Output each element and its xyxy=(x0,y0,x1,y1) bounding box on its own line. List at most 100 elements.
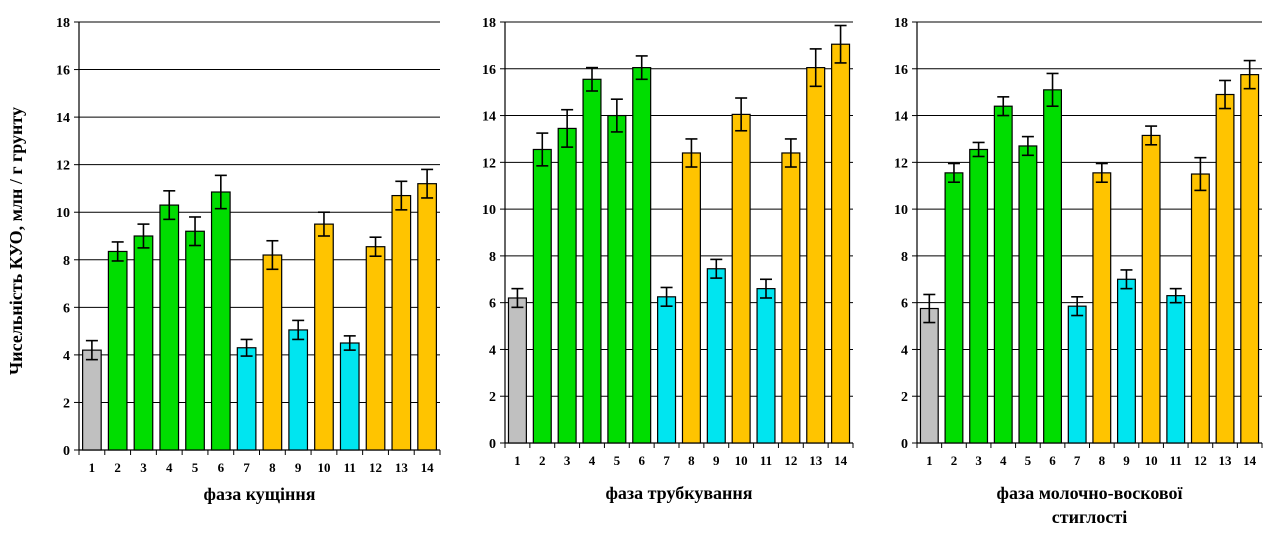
y-tick-label: 4 xyxy=(901,343,908,358)
y-axis-label: Чисельність КУО, млн / г грунту xyxy=(6,107,26,375)
bar xyxy=(532,148,552,444)
x-tick-label: 3 xyxy=(975,453,982,468)
y-tick-label: 10 xyxy=(894,203,908,218)
y-tick-label: 12 xyxy=(482,156,496,171)
x-tick-label: 2 xyxy=(539,453,546,468)
bar xyxy=(262,254,283,451)
x-tick-label: 2 xyxy=(951,453,958,468)
y-tick-label: 18 xyxy=(894,16,908,31)
x-tick-label: 6 xyxy=(218,460,225,475)
y-tick-label: 4 xyxy=(489,343,496,358)
bar xyxy=(731,113,751,444)
y-tick-label: 14 xyxy=(482,110,496,125)
bar xyxy=(185,230,205,451)
x-tick-label: 1 xyxy=(89,460,96,475)
x-tick-label: 14 xyxy=(1243,453,1257,468)
y-tick-label: 16 xyxy=(482,63,496,78)
bar xyxy=(417,183,437,451)
x-tick-label: 13 xyxy=(1219,453,1233,468)
x-tick-label: 6 xyxy=(638,453,645,468)
bar xyxy=(969,148,989,444)
bar xyxy=(1166,295,1186,444)
x-tick-label: 7 xyxy=(663,453,670,468)
y-tick-label: 4 xyxy=(63,349,70,364)
bar xyxy=(657,296,677,444)
y-tick-label: 6 xyxy=(489,297,496,312)
bar xyxy=(1190,173,1210,444)
x-axis-label-line: стиглості xyxy=(1052,507,1127,527)
bar xyxy=(288,329,309,451)
bar xyxy=(391,194,412,451)
x-tick-label: 9 xyxy=(1123,453,1130,468)
bar xyxy=(236,347,257,451)
bar xyxy=(806,67,826,444)
bar xyxy=(133,235,154,451)
y-tick-label: 2 xyxy=(63,396,70,411)
bar xyxy=(365,246,386,451)
y-tick-label: 14 xyxy=(894,110,908,125)
bar xyxy=(159,204,180,451)
x-tick-label: 12 xyxy=(784,453,797,468)
x-tick-label: 3 xyxy=(140,460,147,475)
bar xyxy=(607,114,627,444)
bar xyxy=(82,349,102,451)
y-tick-label: 14 xyxy=(56,111,70,126)
x-tick-label: 1 xyxy=(926,453,933,468)
x-tick-label: 11 xyxy=(344,460,356,475)
x-axis-label: фаза кущіння xyxy=(204,484,316,504)
bar xyxy=(781,152,801,444)
y-tick-label: 8 xyxy=(63,254,70,269)
bar xyxy=(919,307,939,444)
x-tick-label: 1 xyxy=(514,453,521,468)
y-tick-label: 6 xyxy=(901,297,908,312)
bar xyxy=(681,152,701,444)
x-tick-label: 9 xyxy=(713,453,720,468)
bar xyxy=(1215,93,1235,444)
bar xyxy=(1240,74,1260,444)
x-tick-label: 2 xyxy=(114,460,121,475)
x-tick-label: 9 xyxy=(295,460,302,475)
y-tick-label: 8 xyxy=(489,250,496,265)
x-tick-label: 11 xyxy=(1170,453,1182,468)
x-tick-label: 11 xyxy=(760,453,772,468)
x-tick-label: 5 xyxy=(1025,453,1032,468)
x-tick-label: 4 xyxy=(1000,453,1007,468)
x-tick-label: 13 xyxy=(809,453,823,468)
x-tick-label: 12 xyxy=(369,460,382,475)
bar xyxy=(1067,305,1087,444)
y-tick-label: 16 xyxy=(894,63,908,78)
y-tick-label: 12 xyxy=(56,159,70,174)
bar xyxy=(944,172,964,444)
bar xyxy=(314,223,334,451)
x-tick-label: 7 xyxy=(243,460,250,475)
bar xyxy=(339,342,360,451)
x-tick-label: 6 xyxy=(1049,453,1056,468)
bar xyxy=(756,288,776,444)
bar xyxy=(1141,134,1161,444)
y-tick-label: 0 xyxy=(63,444,70,459)
y-tick-label: 18 xyxy=(56,16,70,31)
bar xyxy=(1043,89,1063,444)
bar xyxy=(1018,145,1038,444)
x-tick-label: 4 xyxy=(589,453,596,468)
x-tick-label: 10 xyxy=(735,453,748,468)
x-tick-label: 8 xyxy=(269,460,276,475)
y-tick-label: 0 xyxy=(901,437,908,452)
x-tick-label: 10 xyxy=(1145,453,1158,468)
x-tick-label: 5 xyxy=(614,453,621,468)
x-tick-label: 13 xyxy=(395,460,409,475)
bar xyxy=(582,78,602,444)
bar xyxy=(993,105,1013,444)
x-tick-label: 14 xyxy=(421,460,435,475)
x-axis-label: фаза молочно-воскової стиглості xyxy=(997,483,1184,527)
y-tick-label: 12 xyxy=(894,156,908,171)
y-tick-label: 2 xyxy=(489,390,496,405)
x-axis-label: фаза трубкування xyxy=(605,483,752,503)
x-tick-label: 10 xyxy=(317,460,330,475)
x-axis-label-line: фаза молочно-воскової xyxy=(997,483,1184,503)
